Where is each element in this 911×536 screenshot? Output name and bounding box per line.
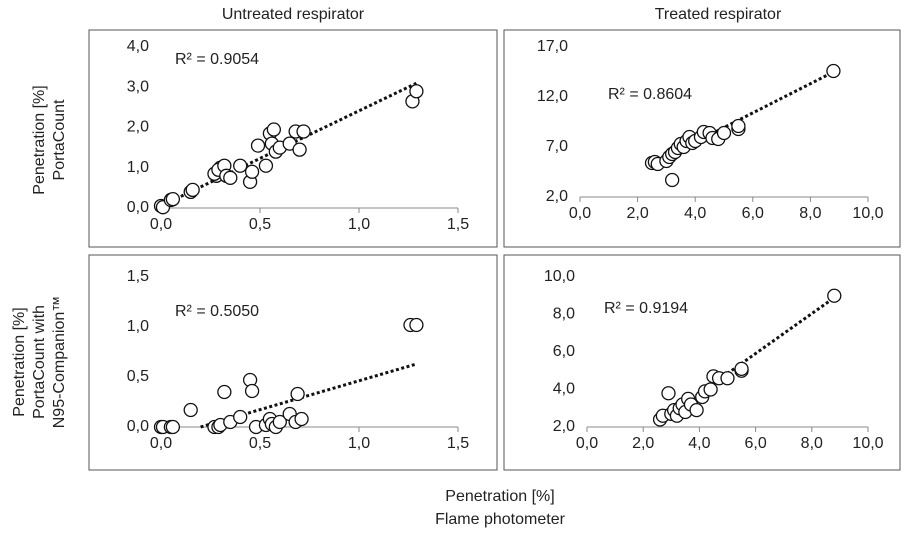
- point: [244, 383, 260, 399]
- x-tick-label: 0,5: [249, 216, 271, 233]
- x-tick-label: 1,5: [447, 216, 469, 233]
- point: [294, 411, 309, 427]
- point: [272, 414, 287, 430]
- y-label: Penetration [%]: [31, 85, 48, 194]
- x-tick-label: 6,0: [742, 205, 764, 222]
- point: [296, 124, 311, 139]
- y-tick-label: 6,0: [553, 343, 575, 360]
- y-tick-label: 1,0: [127, 318, 149, 335]
- x-tick-label: 4,0: [688, 435, 710, 452]
- point: [827, 288, 842, 303]
- point: [409, 317, 424, 333]
- x-tick-label: 8,0: [799, 205, 821, 222]
- point: [731, 118, 746, 134]
- y-tick-label: 3,0: [127, 78, 149, 95]
- r-squared: R² = 0.9194: [604, 300, 688, 317]
- x-tick-label: 1,5: [447, 435, 469, 452]
- x-tick-label: 1,0: [348, 435, 370, 452]
- x-tick-label: 1,0: [348, 216, 370, 233]
- y-label: PortaCount with: [31, 305, 48, 419]
- x-tick-label: 10,0: [852, 205, 883, 222]
- point: [826, 63, 841, 79]
- point: [292, 142, 307, 157]
- r-squared: R² = 0.5050: [175, 303, 259, 320]
- y-tick-label: 2,0: [546, 188, 568, 205]
- panel-frame: [503, 254, 901, 471]
- panel-frame: [88, 254, 498, 471]
- y-tick-label: 12,0: [537, 88, 568, 105]
- x-tick-label: 0,5: [249, 435, 271, 452]
- y-tick-label: 0,0: [127, 418, 149, 435]
- x-tick-label: 0,0: [150, 216, 172, 233]
- y-tick-label: 10,0: [544, 268, 575, 285]
- x-tick-label: 8,0: [801, 435, 823, 452]
- point: [183, 402, 198, 418]
- point: [734, 361, 749, 377]
- x-tick-label: 2,0: [626, 205, 648, 222]
- x-label: Penetration [%]: [445, 488, 554, 505]
- y-tick-label: 2,0: [553, 418, 575, 435]
- y-tick-label: 7,0: [546, 138, 568, 155]
- y-tick-label: 1,5: [127, 268, 149, 285]
- x-tick-label: 0,0: [569, 205, 591, 222]
- panel-frame: [503, 29, 901, 248]
- point: [233, 158, 248, 173]
- x-label: Flame photometer: [435, 511, 566, 528]
- y-tick-label: 4,0: [127, 38, 149, 55]
- point: [165, 419, 181, 435]
- point: [165, 191, 181, 207]
- y-label: N95-Companion™: [51, 296, 68, 429]
- y-label: PortaCount: [51, 99, 68, 180]
- trendline: [200, 362, 417, 429]
- x-tick-label: 10,0: [852, 435, 883, 452]
- point: [223, 170, 238, 185]
- point: [244, 164, 260, 179]
- point: [290, 386, 305, 402]
- y-tick-label: 0,5: [127, 368, 149, 385]
- point: [233, 409, 248, 425]
- column-title: Untreated respirator: [222, 6, 365, 23]
- point: [266, 122, 282, 137]
- r-squared: R² = 0.9054: [175, 51, 259, 68]
- point: [703, 382, 718, 397]
- x-tick-label: 6,0: [744, 435, 766, 452]
- column-title: Treated respirator: [655, 6, 782, 23]
- point: [720, 371, 735, 386]
- point: [217, 384, 232, 400]
- y-tick-label: 0,0: [127, 199, 149, 216]
- y-tick-label: 4,0: [553, 381, 575, 398]
- point: [665, 172, 680, 188]
- point: [258, 158, 274, 173]
- y-label: Penetration [%]: [11, 307, 28, 416]
- y-tick-label: 2,0: [127, 119, 149, 136]
- r-squared: R² = 0.8604: [608, 86, 692, 103]
- point: [716, 125, 732, 141]
- point: [250, 138, 266, 153]
- panel-frame: [88, 29, 498, 248]
- x-tick-label: 4,0: [684, 205, 706, 222]
- point: [185, 182, 200, 198]
- y-tick-label: 8,0: [553, 306, 575, 323]
- x-tick-label: 0,0: [150, 435, 172, 452]
- y-tick-label: 1,0: [127, 159, 149, 176]
- point: [661, 386, 676, 401]
- y-tick-label: 17,0: [537, 38, 568, 55]
- point: [689, 402, 704, 418]
- x-tick-label: 2,0: [632, 435, 654, 452]
- x-tick-label: 0,0: [576, 435, 598, 452]
- point: [409, 84, 424, 99]
